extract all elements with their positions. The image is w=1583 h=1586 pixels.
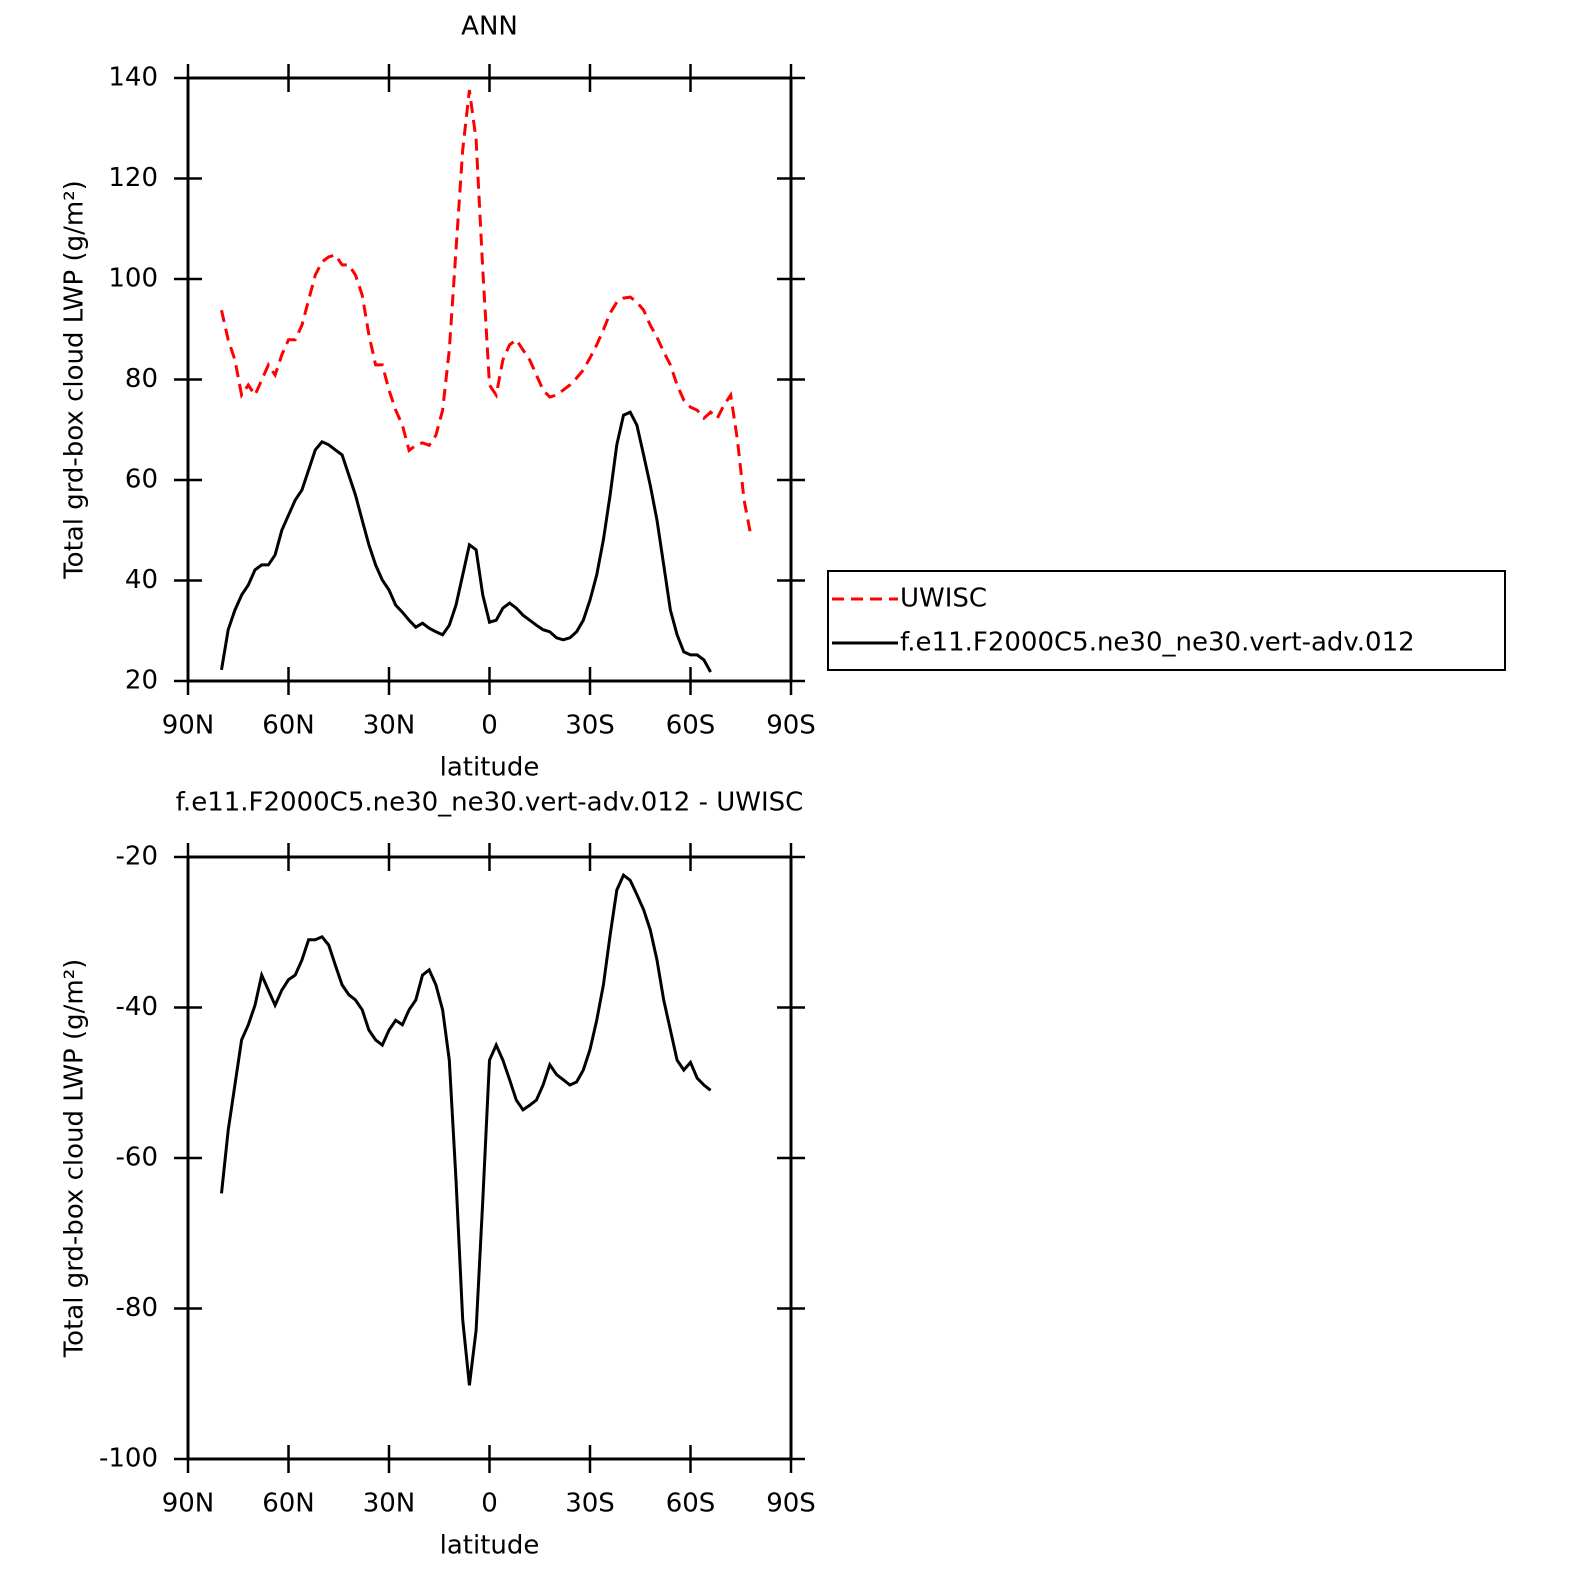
- chart-title: ANN: [461, 12, 518, 42]
- y-tick-label: 40: [125, 565, 158, 595]
- legend-label: UWISC: [900, 584, 987, 614]
- x-tick-label: 30N: [363, 711, 416, 741]
- y-tick-label: 60: [125, 465, 158, 495]
- x-tick-label: 90S: [766, 711, 816, 741]
- y-tick-label: 20: [125, 666, 158, 696]
- x-tick-label: 60N: [262, 1489, 315, 1519]
- data-line: [220, 872, 712, 1386]
- chart-title: f.e11.F2000C5.ne30_ne30.vert-adv.012 - U…: [176, 788, 804, 818]
- plot-frame: [186, 855, 793, 1461]
- y-tick-label: 120: [108, 163, 158, 193]
- x-tick-label: 90S: [766, 1489, 816, 1519]
- x-tick-label: 30S: [565, 711, 615, 741]
- x-axis-label: latitude: [440, 1531, 540, 1561]
- legend-label: f.e11.F2000C5.ne30_ne30.vert-adv.012: [900, 628, 1415, 658]
- y-tick-label: -80: [116, 1293, 158, 1323]
- x-tick-label: 0: [481, 711, 498, 741]
- x-tick-label: 0: [481, 1489, 498, 1519]
- x-axis-label: latitude: [440, 753, 540, 783]
- x-tick-label: 60N: [262, 711, 315, 741]
- x-tick-label: 90N: [162, 711, 215, 741]
- y-tick-label: 80: [125, 364, 158, 394]
- x-tick-label: 30N: [363, 1489, 416, 1519]
- y-tick-label: -40: [116, 992, 158, 1022]
- x-tick-label: 60S: [666, 711, 716, 741]
- y-tick-label: 140: [108, 63, 158, 93]
- x-tick-label: 60S: [666, 1489, 716, 1519]
- series-line: [220, 89, 753, 536]
- y-axis-label: Total grd-box cloud LWP (g/m²): [60, 180, 90, 580]
- x-tick-label: 30S: [565, 1489, 615, 1519]
- x-tick-label: 90N: [162, 1489, 215, 1519]
- y-axis-label: Total grd-box cloud LWP (g/m²): [60, 959, 90, 1359]
- y-tick-label: 100: [108, 264, 158, 294]
- legend-box: [827, 570, 1506, 671]
- y-tick-label: -100: [99, 1444, 158, 1474]
- series-line: [220, 410, 712, 673]
- y-tick-label: -60: [116, 1143, 158, 1173]
- plot-frame: [186, 76, 793, 683]
- y-tick-label: -20: [116, 842, 158, 872]
